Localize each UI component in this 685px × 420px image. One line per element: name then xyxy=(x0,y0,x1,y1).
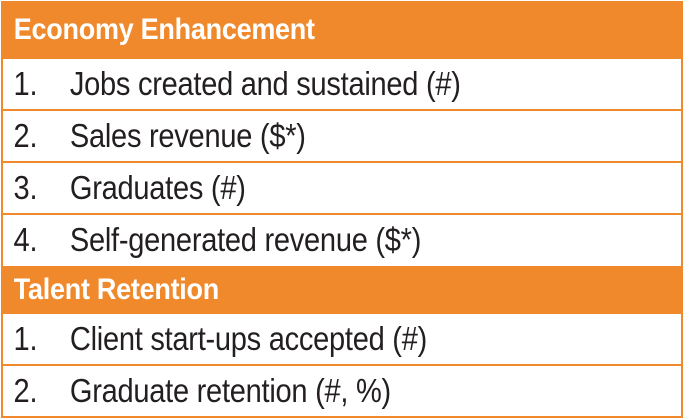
item-number: 3. xyxy=(13,169,38,207)
table-row: 1. Jobs created and sustained (#) xyxy=(3,59,681,110)
item-label: Jobs created and sustained (#) xyxy=(69,65,461,103)
section-header-talent-retention: Talent Retention xyxy=(13,272,219,306)
item-number: 4. xyxy=(13,221,38,259)
item-number: 1. xyxy=(13,65,38,103)
table-row: 4. Self-generated revenue ($*) xyxy=(3,215,681,266)
item-label: Client start-ups accepted (#) xyxy=(69,319,428,357)
item-label: Graduate retention (#, %) xyxy=(69,371,391,409)
table-row: 3. Graduates (#) xyxy=(3,163,681,214)
item-number: 2. xyxy=(13,117,38,155)
item-number: 1. xyxy=(13,319,38,357)
table-row: 2. Sales revenue ($*) xyxy=(3,111,681,162)
table-row: 1. Client start-ups accepted (#) xyxy=(3,313,681,364)
table-row: 2. Graduate retention (#, %) xyxy=(3,365,681,417)
item-number: 2. xyxy=(13,371,38,409)
section-header-economy-enhancement: Economy Enhancement xyxy=(13,13,315,47)
item-label: Graduates (#) xyxy=(69,169,246,207)
item-label: Self-generated revenue ($*) xyxy=(69,221,422,259)
item-label: Sales revenue ($*) xyxy=(69,117,306,155)
